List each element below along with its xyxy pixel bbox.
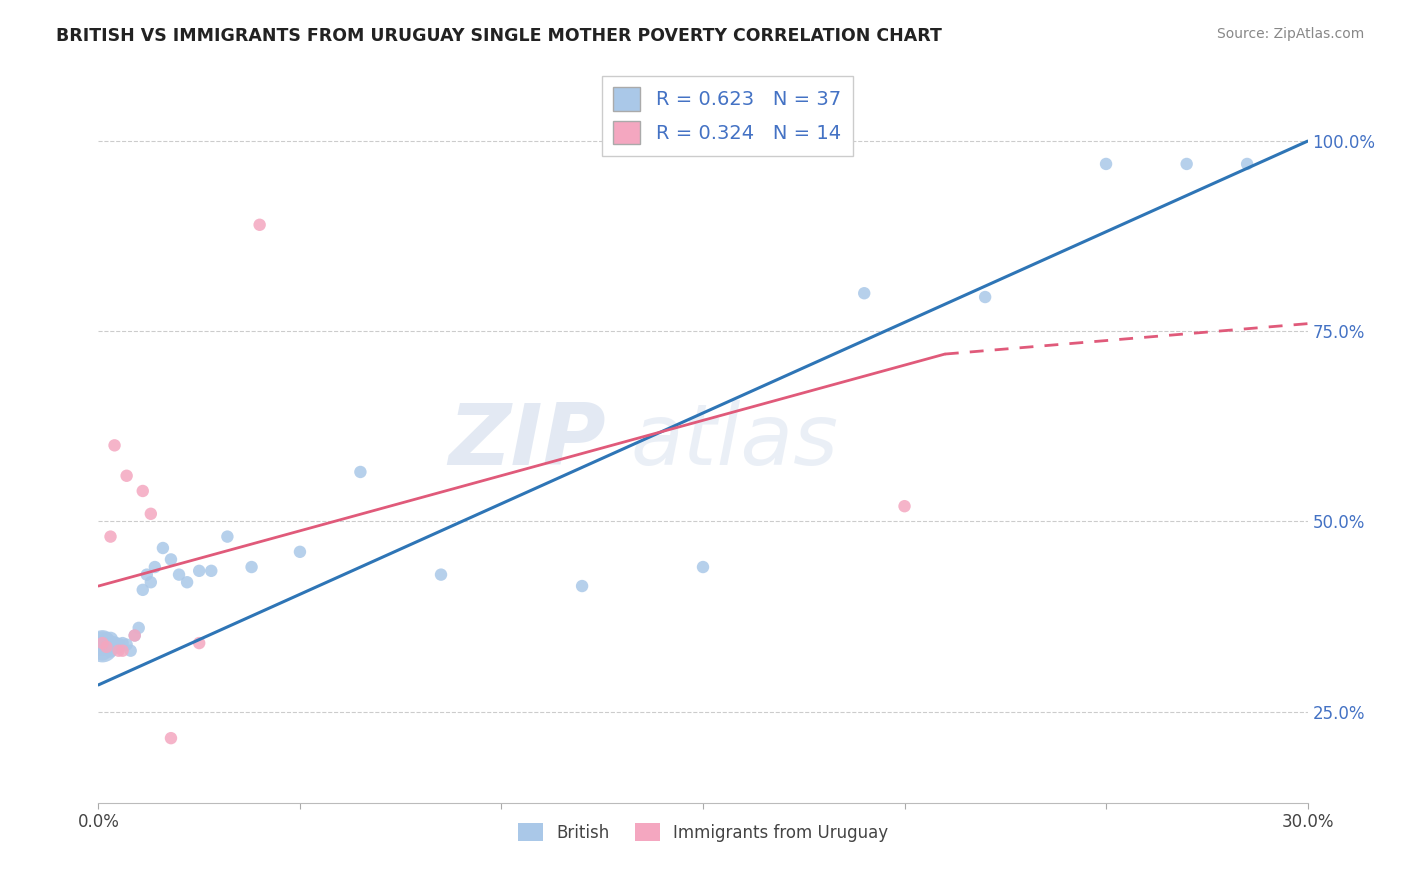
- Point: [217, 530, 239, 544]
- Point: [111, 636, 134, 650]
- Point: [91, 636, 114, 650]
- Point: [132, 483, 155, 498]
- Text: BRITISH VS IMMIGRANTS FROM URUGUAY SINGLE MOTHER POVERTY CORRELATION CHART: BRITISH VS IMMIGRANTS FROM URUGUAY SINGL…: [56, 27, 942, 45]
- Point: [152, 541, 174, 555]
- Point: [430, 567, 453, 582]
- Point: [124, 628, 146, 642]
- Point: [1236, 157, 1258, 171]
- Point: [160, 552, 183, 566]
- Point: [120, 643, 142, 657]
- Text: ZIP: ZIP: [449, 400, 606, 483]
- Point: [100, 643, 122, 657]
- Point: [107, 640, 129, 654]
- Point: [188, 636, 211, 650]
- Text: atlas: atlas: [630, 400, 838, 483]
- Point: [176, 575, 198, 590]
- Point: [1175, 157, 1198, 171]
- Legend: British, Immigrants from Uruguay: British, Immigrants from Uruguay: [512, 817, 894, 848]
- Point: [692, 560, 714, 574]
- Point: [160, 731, 183, 746]
- Point: [167, 567, 190, 582]
- Point: [107, 638, 129, 652]
- Point: [115, 638, 138, 652]
- Point: [853, 286, 876, 301]
- Point: [349, 465, 371, 479]
- Point: [200, 564, 222, 578]
- Point: [111, 643, 134, 657]
- Point: [107, 643, 129, 657]
- Point: [91, 636, 114, 650]
- Text: Source: ZipAtlas.com: Source: ZipAtlas.com: [1216, 27, 1364, 41]
- Point: [115, 468, 138, 483]
- Point: [135, 567, 157, 582]
- Point: [100, 530, 122, 544]
- Point: [91, 640, 114, 654]
- Point: [188, 564, 211, 578]
- Point: [100, 632, 122, 647]
- Point: [571, 579, 593, 593]
- Point: [128, 621, 150, 635]
- Point: [288, 545, 311, 559]
- Point: [240, 560, 263, 574]
- Point: [96, 640, 118, 654]
- Point: [103, 438, 125, 452]
- Point: [96, 636, 118, 650]
- Point: [91, 643, 114, 657]
- Point: [143, 560, 166, 574]
- Point: [249, 218, 271, 232]
- Point: [1095, 157, 1118, 171]
- Point: [893, 499, 915, 513]
- Point: [132, 582, 155, 597]
- Point: [96, 640, 118, 654]
- Point: [124, 628, 146, 642]
- Point: [139, 507, 162, 521]
- Point: [103, 636, 125, 650]
- Point: [139, 575, 162, 590]
- Point: [974, 290, 997, 304]
